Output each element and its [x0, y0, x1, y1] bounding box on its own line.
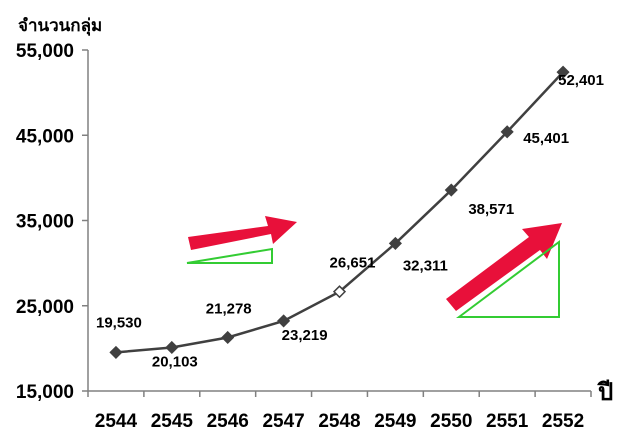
- y-tick-label: 35,000: [16, 212, 74, 233]
- y-axis-title: จำนวนกลุ่ม: [18, 16, 103, 36]
- data-point-marker: [556, 65, 570, 79]
- data-label: 19,530: [96, 314, 142, 331]
- data-label: 23,219: [282, 327, 328, 344]
- y-tick-label: 15,000: [16, 382, 74, 403]
- y-tick-label: 45,000: [16, 126, 74, 147]
- data-point-marker: [165, 340, 179, 355]
- axes: [87, 50, 591, 392]
- data-label: 52,401: [558, 72, 604, 89]
- data-point-marker: [500, 125, 514, 139]
- x-tick-label: 2549: [374, 411, 416, 432]
- red-trend-arrow-large: [446, 223, 562, 311]
- trend-decorations: [186, 216, 562, 318]
- data-label: 32,311: [403, 257, 448, 274]
- data-labels: 19,530 20,103 21,278 23,219 26,651 32,311 38,5…: [96, 72, 604, 370]
- y-tick-label: 55,000: [16, 41, 74, 62]
- y-tick-label: 25,000: [16, 297, 74, 318]
- x-tick-label: 2546: [207, 411, 249, 432]
- x-tick-label: 2547: [262, 411, 304, 432]
- data-label: 20,103: [152, 353, 198, 370]
- x-tick-label: 2550: [430, 411, 472, 432]
- x-axis-title: ปี: [598, 378, 614, 406]
- green-triangle-large: [456, 240, 560, 318]
- data-label: 26,651: [330, 255, 376, 272]
- data-point-marker: [332, 285, 347, 299]
- x-tick-label: 2545: [151, 411, 194, 432]
- data-point-marker: [444, 183, 458, 197]
- x-tick-labels: 2544 2545 2546 2547 2548 2549 2550 2551 2552: [87, 391, 592, 432]
- data-point-marker: [221, 330, 235, 345]
- data-label: 45,401: [523, 130, 569, 147]
- data-point-marker: [109, 345, 123, 359]
- x-tick-label: 2548: [318, 411, 360, 432]
- red-trend-arrow-small: [188, 216, 297, 250]
- x-tick-label: 2544: [95, 411, 138, 432]
- data-label: 21,278: [206, 300, 252, 317]
- data-point-marker: [277, 314, 291, 328]
- data-point-marker: [388, 236, 402, 250]
- x-tick-label: 2552: [542, 411, 584, 432]
- y-tick-labels: 15,000 25,000 35,000 45,000 55,000: [16, 41, 88, 403]
- x-tick-label: 2551: [486, 411, 529, 432]
- series-group: [109, 65, 570, 359]
- green-triangle-small: [186, 247, 273, 264]
- data-label: 38,571: [468, 201, 514, 218]
